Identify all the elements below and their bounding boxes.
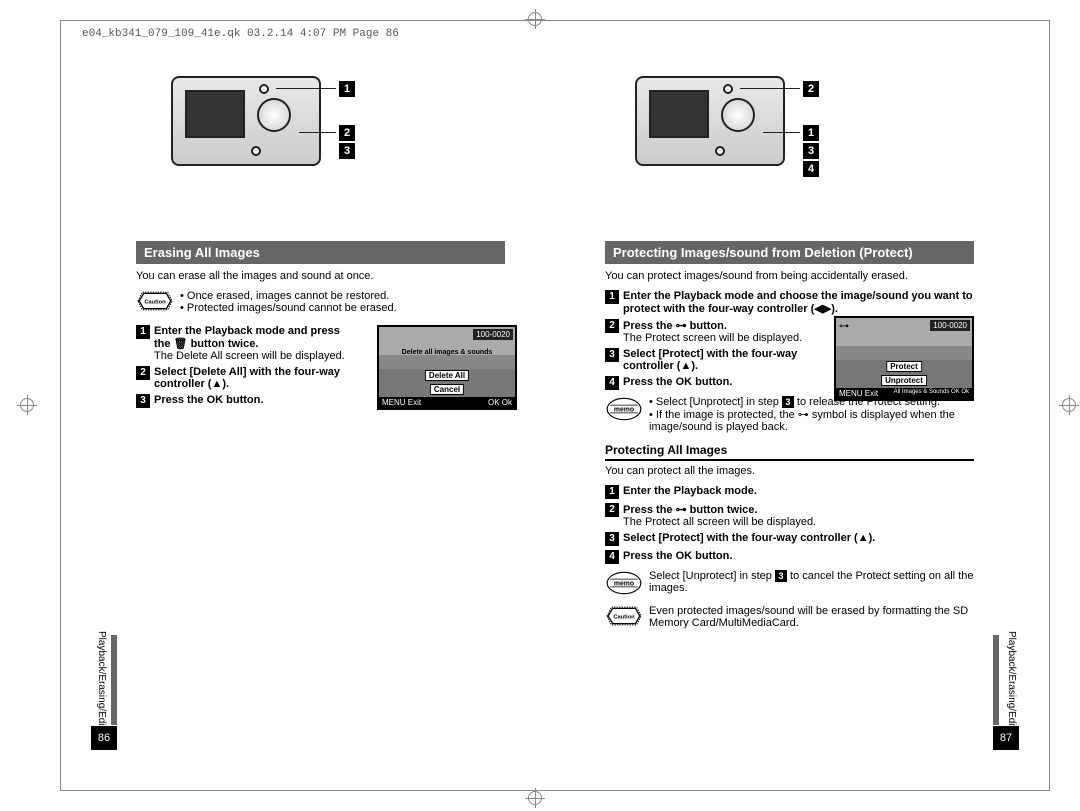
step-num: 2 (136, 366, 150, 380)
crop-mark (20, 398, 34, 412)
spread: 1 2 3 Erasing All Images You can erase a… (60, 20, 1050, 791)
callout-2: 2 (339, 125, 355, 141)
memo-icon: memo (605, 570, 643, 599)
lcd-option: Delete All (425, 370, 469, 381)
step-num: 3 (136, 394, 150, 408)
subsection-header: Protecting All Images (605, 443, 974, 461)
lcd-hint: MENU Exit (839, 389, 878, 398)
step-num: 1 (605, 485, 619, 499)
callout-3: 3 (339, 143, 355, 159)
svg-text:Caution: Caution (613, 615, 635, 621)
caution-item: Protected images/sound cannot be erased. (180, 302, 505, 314)
lcd-option: Cancel (430, 384, 464, 395)
memo-text: Select [Unprotect] in step 3 to cancel t… (649, 570, 974, 594)
camera-illustration: 1 2 3 (171, 76, 321, 171)
callout-2: 2 (803, 81, 819, 97)
caution-item: Once erased, images cannot be restored. (180, 290, 505, 302)
step-bold: Select [Protect] with the four-way contr… (623, 348, 797, 372)
step-num: 4 (605, 376, 619, 390)
lcd-counter: 100-0020 (930, 320, 970, 331)
lcd-option: Protect (886, 361, 922, 372)
crop-mark (528, 791, 542, 805)
page-left: 1 2 3 Erasing All Images You can erase a… (61, 21, 555, 790)
section-header: Erasing All Images (136, 241, 505, 264)
side-strip (993, 635, 999, 725)
lcd-option: Unprotect (881, 375, 927, 386)
caution-icon: Caution (136, 290, 174, 315)
page-right: 2 1 3 4 Protecting Images/sound from Del… (555, 21, 1049, 790)
step-bold: Press the OK button. (623, 550, 732, 562)
step-num: 3 (605, 348, 619, 362)
step-bold: Select [Delete All] with the four-way co… (154, 366, 340, 390)
step-num: 2 (605, 319, 619, 333)
page-number: 86 (91, 726, 117, 750)
caution-block: Caution Even protected images/sound will… (605, 605, 974, 630)
step-plain: The Delete All screen will be displayed. (154, 350, 345, 362)
step-plain: The Protect screen will be displayed. (623, 332, 802, 344)
intro-text: You can erase all the images and sound a… (136, 270, 505, 282)
page-number: 87 (993, 726, 1019, 750)
step-num: 1 (605, 290, 619, 304)
lcd-preview: 100-0020 ⊶ Protect Unprotect MENU Exit A… (834, 316, 974, 401)
step-num: 4 (605, 550, 619, 564)
svg-text:memo: memo (614, 406, 634, 413)
intro-text: You can protect images/sound from being … (605, 270, 974, 282)
svg-text:memo: memo (614, 580, 634, 587)
step-bold: Press the ⊶ button. (623, 320, 727, 332)
step-bold: Press the OK button. (623, 376, 732, 388)
caution-text: Even protected images/sound will be eras… (649, 605, 974, 629)
step-bold: Press the OK button. (154, 394, 263, 406)
caution-block: Caution Once erased, images cannot be re… (136, 290, 505, 315)
step-bold: Enter the Playback mode. (623, 485, 757, 497)
crop-mark (1062, 398, 1076, 412)
callout-4: 4 (803, 161, 819, 177)
step-num: 1 (136, 325, 150, 339)
step-bold: Press the ⊶ button twice. (623, 504, 757, 516)
step-num: 3 (605, 532, 619, 546)
memo-block: memo Select [Unprotect] in step 3 to can… (605, 570, 974, 599)
step-bold: Enter the Playback mode and choose the i… (623, 290, 973, 315)
callout-1: 1 (803, 125, 819, 141)
section-header: Protecting Images/sound from Deletion (P… (605, 241, 974, 264)
key-icon: ⊶ (839, 321, 849, 332)
step-plain: The Protect all screen will be displayed… (623, 516, 816, 528)
step-bold: Select [Protect] with the four-way contr… (623, 532, 875, 544)
step-num: 2 (605, 503, 619, 517)
memo-item: If the image is protected, the ⊶ symbol … (649, 408, 974, 433)
camera-illustration: 2 1 3 4 (635, 76, 785, 171)
caution-icon: Caution (605, 605, 643, 630)
step-bold: Enter the Playback mode and press the 🗑 … (154, 325, 340, 350)
lcd-hint: OK Ok (488, 398, 512, 407)
lcd-prompt: Delete all images & sounds (379, 349, 515, 356)
lcd-hint: MENU Exit (382, 398, 421, 407)
lcd-counter: 100-0020 (473, 329, 513, 340)
lcd-hint: All Images & Sounds OK Ok (894, 389, 969, 398)
memo-block: memo Select [Unprotect] in step 3 to rel… (605, 396, 974, 433)
sub-intro: You can protect all the images. (605, 465, 974, 477)
memo-icon: memo (605, 396, 643, 425)
callout-3: 3 (803, 143, 819, 159)
callout-1: 1 (339, 81, 355, 97)
svg-text:Caution: Caution (144, 300, 166, 306)
lcd-preview: 100-0020 Delete all images & sounds Dele… (377, 325, 517, 410)
side-strip (111, 635, 117, 725)
